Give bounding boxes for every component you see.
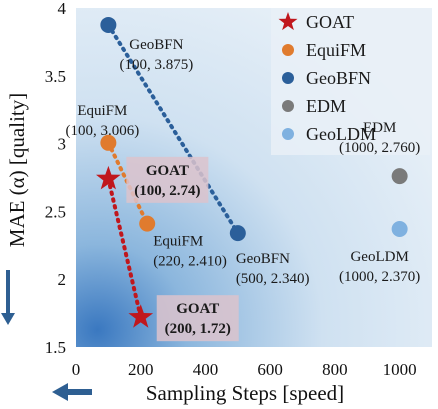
legend-dot-icon [282, 72, 294, 84]
point-label-coord: (1000, 2.370) [339, 269, 420, 285]
point-label-coord: (100, 2.74) [134, 183, 200, 199]
label-highlight [126, 156, 209, 203]
legend-item-edm: EDM [282, 96, 346, 116]
point-label-name: EDM [363, 120, 396, 136]
legend-label: GOAT [306, 12, 354, 32]
point-label-geoldm: GeoLDM (1000, 2.370) [339, 249, 420, 285]
legend-label: GeoLDM [306, 124, 376, 144]
legend-item-geoldm: GeoLDM [282, 124, 376, 144]
y-tick-label: 3.5 [45, 67, 66, 86]
y-tick-label: 1.5 [45, 338, 66, 357]
marker-goat [128, 304, 154, 328]
legend-item-equifm: EquiFM [282, 40, 366, 60]
point-label-coord: (200, 1.72) [165, 321, 231, 337]
quality-arrow-icon [1, 270, 15, 325]
point-label-name: GeoBFN [236, 251, 290, 267]
marker-goat [96, 165, 121, 190]
marker-edm [391, 168, 408, 185]
point-label-name: GeoBFN [129, 37, 183, 53]
point-label-geobfn: GeoBFN (500, 2.340) [236, 251, 310, 287]
point-label-equifm: EquiFM (220, 2.410) [153, 234, 227, 270]
point-label-name: GeoLDM [350, 249, 408, 265]
point-label-edm: EDM (1000, 2.760) [339, 120, 420, 156]
label-highlight [156, 295, 239, 342]
marker-geoldm [391, 221, 408, 238]
legend-dot-icon [282, 128, 294, 140]
marker-equifm [139, 215, 156, 232]
legend-item-goat: GOAT [278, 12, 354, 32]
point-label-name: EquiFM [153, 234, 203, 250]
point-label-goat: GOAT (200, 1.72) [156, 295, 239, 342]
x-tick-label: 600 [257, 360, 283, 379]
x-tick-label: 200 [128, 360, 154, 379]
x-tick-label: 0 [72, 360, 81, 379]
marker-geobfn [229, 225, 246, 242]
x-tick-label: 1000 [383, 360, 417, 379]
point-label-coord: (500, 2.340) [236, 271, 310, 287]
point-label-coord: (220, 2.410) [153, 254, 227, 270]
legend-box [271, 8, 430, 155]
point-label-coord: (100, 3.875) [119, 57, 193, 73]
point-label-geobfn: GeoBFN (100, 3.875) [119, 37, 193, 73]
point-label-name: GOAT [146, 163, 189, 179]
legend-label: EDM [306, 96, 346, 116]
connector-geobfn [106, 22, 240, 236]
point-label-goat: GOAT (100, 2.74) [126, 156, 209, 203]
y-tick-label: 2.5 [45, 202, 66, 221]
point-label-name: GOAT [176, 301, 219, 317]
speed-arrow-icon [52, 383, 92, 401]
y-tick-label: 2 [58, 270, 67, 289]
legend-dot-icon [282, 100, 294, 112]
legend-item-geobfn: GeoBFN [282, 68, 371, 88]
y-axis-title: MAE (α) [quality] [5, 93, 29, 247]
connector-goat [106, 176, 143, 320]
legend-dot-icon [282, 44, 294, 56]
x-axis-title: Sampling Steps [speed] [146, 381, 344, 405]
x-tick-label: 400 [193, 360, 219, 379]
x-tick-label: 800 [322, 360, 348, 379]
point-label-equifm: EquiFM (100, 3.006) [65, 103, 139, 139]
marker-equifm [100, 134, 117, 151]
y-tick-label: 3 [58, 135, 67, 154]
point-label-coord: (1000, 2.760) [339, 140, 420, 156]
legend-star-icon [278, 12, 298, 31]
y-tick-label: 4 [58, 0, 67, 18]
legend-label: GeoBFN [306, 68, 371, 88]
point-label-name: EquiFM [77, 103, 127, 119]
legend-label: EquiFM [306, 40, 366, 60]
marker-geobfn [100, 16, 117, 33]
point-label-coord: (100, 3.006) [65, 123, 139, 139]
